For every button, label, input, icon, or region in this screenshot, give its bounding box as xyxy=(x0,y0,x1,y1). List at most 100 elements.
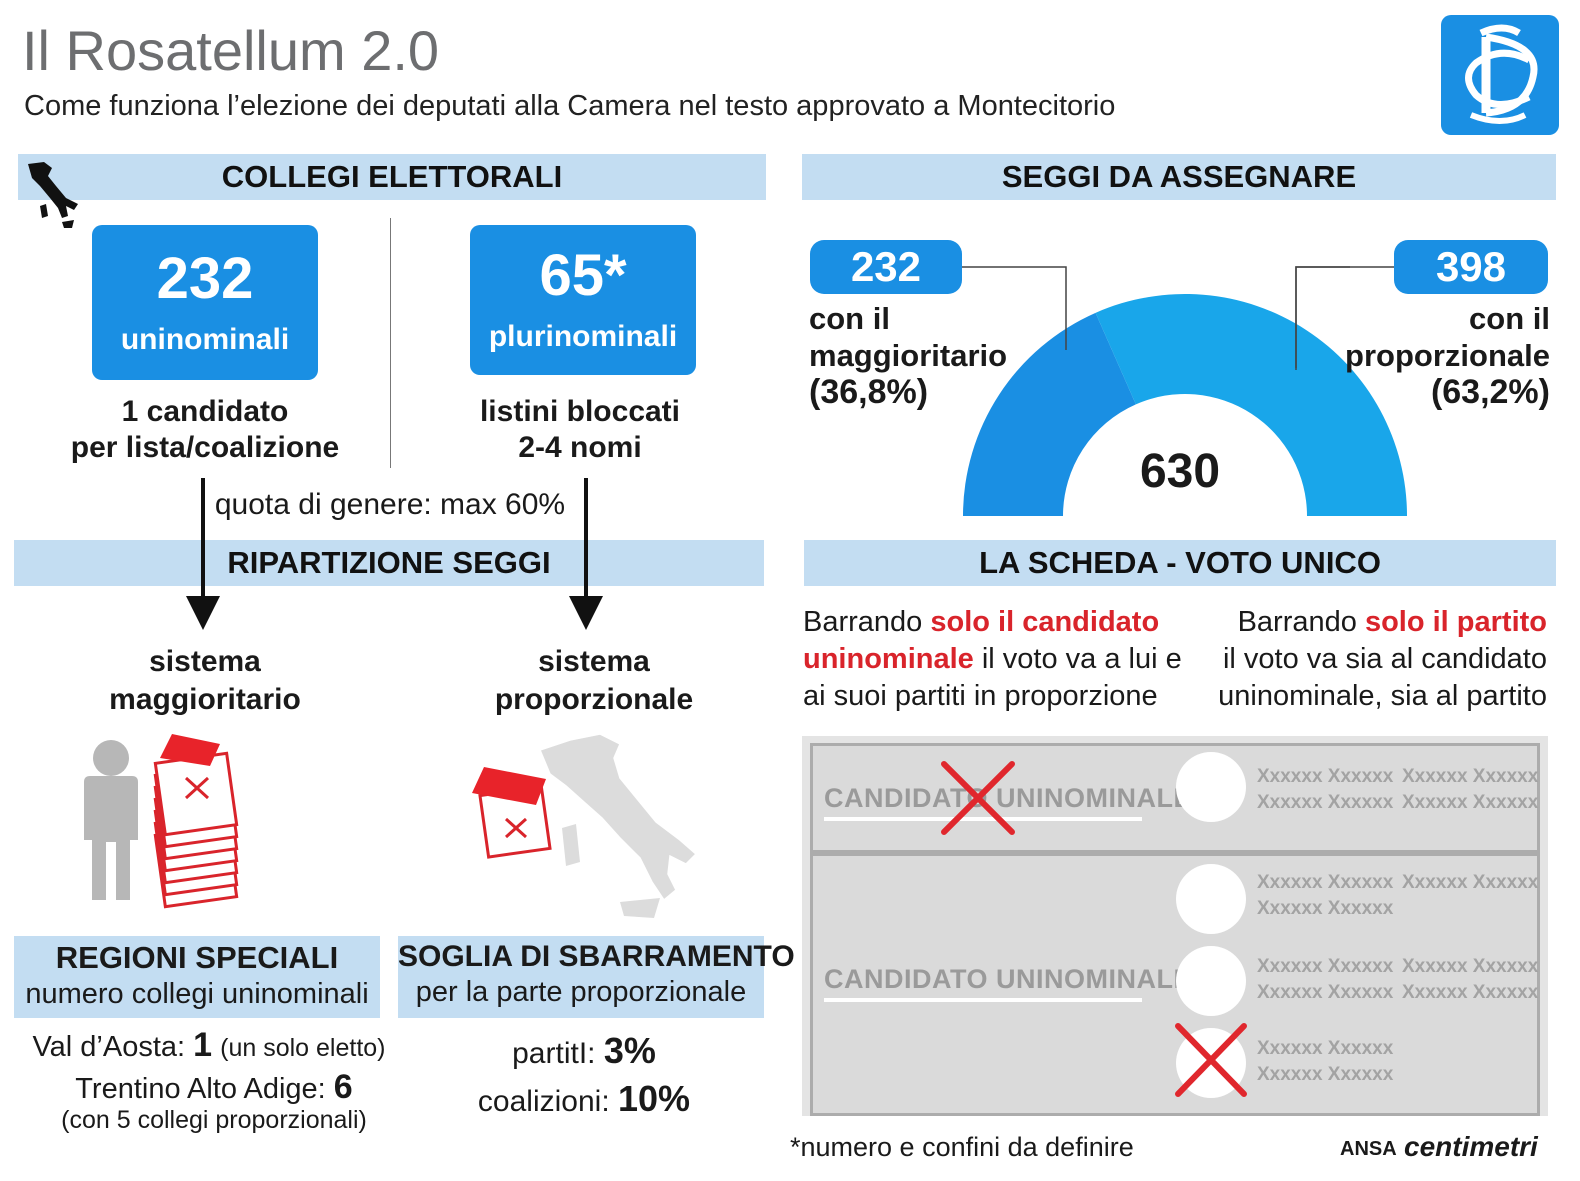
taa-note: (con 5 collegi proporzionali) xyxy=(61,1106,367,1134)
soglia-heading: SOGLIA DI SBARRAMENTO xyxy=(398,940,795,973)
maggioritario-line2: maggioritario xyxy=(109,683,301,716)
candidate-underline-1 xyxy=(824,817,1142,821)
regioni-subheading: numero collegi uninominali xyxy=(25,978,369,1010)
scheda-heading-band: LA SCHEDA - VOTO UNICO xyxy=(804,540,1556,586)
partiti-value: 3% xyxy=(603,1030,656,1071)
party-circle[interactable] xyxy=(1176,752,1246,822)
plurinominali-label: plurinominali xyxy=(488,320,678,353)
ballot-section-2 xyxy=(810,853,1540,1116)
candidate-label-1: CANDIDATO UNINOMINALE xyxy=(824,783,1192,813)
placeholder-name: Xxxxxx Xxxxxx xyxy=(1402,766,1539,787)
proporzionale-caption-line1: con il xyxy=(1469,301,1550,336)
collegi-heading: COLLEGI ELETTORALI xyxy=(221,159,563,194)
party-circle[interactable] xyxy=(1176,946,1246,1016)
partiti-label: partitI: xyxy=(512,1037,596,1070)
maggioritario-caption: con il maggioritario (36,8%) xyxy=(809,300,1007,411)
proporzionale-pct: (63,2%) xyxy=(1430,373,1550,411)
seggi-leader-line-right xyxy=(1295,266,1394,368)
ballot-stack-icon xyxy=(153,734,239,909)
soglia-partiti: partitI: 3% xyxy=(398,1030,770,1072)
arrow-down-icon xyxy=(186,478,220,630)
cross-mark-icon xyxy=(941,761,1015,835)
ripartizione-heading-band: RIPARTIZIONE SEGGI xyxy=(14,540,764,586)
plurinominali-description: listini bloccati 2-4 nomi xyxy=(430,394,730,466)
party-names-1: Xxxxxx Xxxxxx Xxxxxx Xxxxxx xyxy=(1257,764,1393,816)
placeholder-name: Xxxxxx Xxxxxx xyxy=(1257,982,1394,1003)
party-names-4: Xxxxxx Xxxxxx Xxxxxx Xxxxxx xyxy=(1257,1036,1393,1088)
placeholder-name: Xxxxxx Xxxxxx xyxy=(1257,792,1394,813)
proporzionale-caption-line2: proporzionale xyxy=(1345,338,1550,373)
seggi-semicircle-chart xyxy=(963,293,1407,516)
coalizioni-value: 10% xyxy=(618,1078,691,1119)
uninominali-number: 232 xyxy=(156,245,254,311)
left-red1: solo il candidato xyxy=(930,606,1160,638)
party-names-3: Xxxxxx Xxxxxx Xxxxxx Xxxxxx xyxy=(1257,954,1393,1006)
left-post1: il voto va a lui e xyxy=(973,643,1182,675)
footer-credit-ansa: ANSA xyxy=(1340,1138,1397,1160)
vda-label: Val d’Aosta: xyxy=(32,1031,186,1063)
soglia-subheading: per la parte proporzionale xyxy=(415,976,747,1008)
maggioritario-pct: (36,8%) xyxy=(809,373,929,411)
ripartizione-heading: RIPARTIZIONE SEGGI xyxy=(227,545,551,580)
collegi-heading-band: COLLEGI ELETTORALI xyxy=(18,154,766,200)
regioni-heading-band: REGIONI SPECIALI numero collegi uninomin… xyxy=(14,936,380,1018)
regioni-taa: Trentino Alto Adige: 6 xyxy=(14,1068,414,1107)
party-circle[interactable] xyxy=(1176,864,1246,934)
party-names-2b: Xxxxxx Xxxxxx xyxy=(1402,870,1538,896)
plurinominali-desc-line1: listini bloccati xyxy=(479,395,681,428)
proporzionale-line2: proporzionale xyxy=(494,683,694,716)
taa-label: Trentino Alto Adige: xyxy=(75,1073,326,1105)
proporzionale-caption: con il proporzionale (63,2%) xyxy=(1300,300,1550,411)
scheda-heading: LA SCHEDA - VOTO UNICO xyxy=(979,545,1381,580)
candidate-label-2: CANDIDATO UNINOMINALE xyxy=(824,964,1192,994)
page-subtitle: Come funziona l’elezione dei deputati al… xyxy=(24,90,1116,122)
left-red2: uninominale xyxy=(803,643,974,675)
ripartizione-arrows xyxy=(186,478,603,630)
placeholder-name: Xxxxxx Xxxxxx xyxy=(1402,792,1539,813)
arrow-down-icon xyxy=(569,478,603,630)
party-names-2: Xxxxxx Xxxxxx Xxxxxx Xxxxxx xyxy=(1257,870,1393,922)
plurinominali-desc-line2: 2-4 nomi xyxy=(518,431,642,464)
right-line2: il voto va sia al candidato xyxy=(1222,643,1547,675)
seggi-heading: SEGGI DA ASSEGNARE xyxy=(1001,159,1357,194)
italy-map-icon xyxy=(22,158,86,235)
maggioritario-line1: sistema xyxy=(149,645,261,678)
camera-dei-deputati-logo-icon xyxy=(1441,15,1559,135)
person-icon xyxy=(84,740,138,900)
left-pre: Barrando xyxy=(803,606,931,638)
scheda-left-text: Barrando solo il candidato uninominale i… xyxy=(803,604,1203,715)
party-names-1b: Xxxxxx Xxxxxx Xxxxxx Xxxxxx xyxy=(1402,764,1538,816)
taa-value: 6 xyxy=(333,1068,353,1106)
maggioritario-arc xyxy=(963,312,1136,516)
right-red: solo il partito xyxy=(1364,606,1547,638)
proporzionale-arc xyxy=(1095,293,1407,516)
maggioritario-caption-line2: maggioritario xyxy=(809,338,1008,373)
italy-map-icon xyxy=(538,733,698,918)
right-pre: Barrando xyxy=(1237,606,1365,638)
sistema-maggioritario: sistema maggioritario xyxy=(55,643,355,719)
placeholder-name: Xxxxxx Xxxxxx xyxy=(1257,766,1394,787)
uninominali-desc-line2: per lista/coalizione xyxy=(70,431,340,464)
party-names-3b: Xxxxxx Xxxxxx Xxxxxx Xxxxxx xyxy=(1402,954,1538,1006)
proporzionale-line1: sistema xyxy=(538,645,650,678)
seggi-total: 630 xyxy=(1139,445,1221,498)
cross-mark-icon xyxy=(1175,1023,1247,1097)
maggioritario-caption-line1: con il xyxy=(809,301,890,336)
coalizioni-label: coalizioni: xyxy=(477,1085,610,1118)
ballot-section-1 xyxy=(810,743,1540,853)
uninominali-box: 232 uninominali xyxy=(92,225,318,380)
collegi-divider xyxy=(390,218,391,468)
seggi-heading-band: SEGGI DA ASSEGNARE xyxy=(802,154,1556,200)
footer-note: *numero e confini da definire xyxy=(790,1132,1134,1162)
placeholder-name: Xxxxxx Xxxxxx xyxy=(1257,898,1394,919)
regioni-heading: REGIONI SPECIALI xyxy=(55,940,339,975)
soglia-heading-band: SOGLIA DI SBARRAMENTO per la parte propo… xyxy=(398,936,795,1018)
plurinominali-number: 65* xyxy=(539,243,627,308)
plurinominali-box: 65* plurinominali xyxy=(470,225,696,375)
left-post2: ai suoi partiti in proporzione xyxy=(803,680,1158,712)
proporzionale-pill: 398 xyxy=(1394,240,1548,294)
vda-value: 1 xyxy=(193,1026,213,1064)
sistema-proporzionale: sistema proporzionale xyxy=(444,643,744,719)
scheda-right-text: Barrando solo il partito il voto va sia … xyxy=(1180,604,1547,715)
right-line3: uninominale, sia al partito xyxy=(1218,680,1547,712)
